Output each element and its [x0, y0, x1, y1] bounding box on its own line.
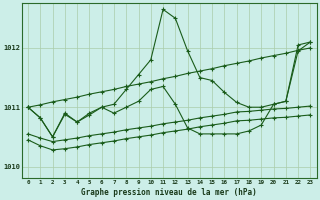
X-axis label: Graphe pression niveau de la mer (hPa): Graphe pression niveau de la mer (hPa) — [81, 188, 257, 197]
